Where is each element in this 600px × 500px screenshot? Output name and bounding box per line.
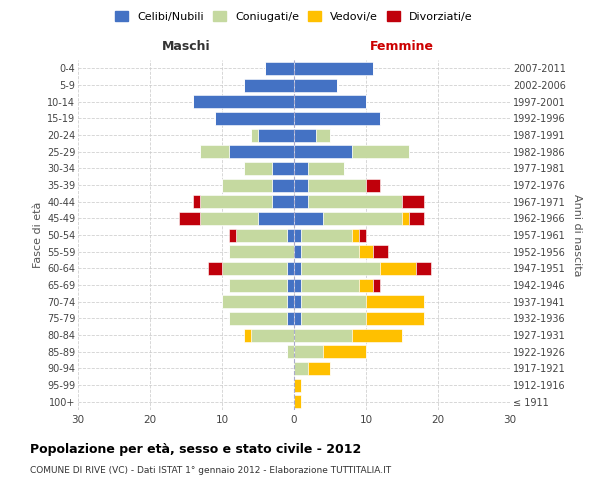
Bar (229, 145, 294, 158)
Bar (258, 128, 294, 141)
Bar (229, 278, 287, 291)
Text: Femmine: Femmine (370, 40, 434, 52)
Bar (258, 212, 294, 225)
Bar (366, 312, 424, 325)
Text: COMUNE DI RIVE (VC) - Dati ISTAT 1° gennaio 2012 - Elaborazione TUTTITALIA.IT: COMUNE DI RIVE (VC) - Dati ISTAT 1° genn… (30, 466, 391, 475)
Bar (308, 162, 344, 175)
Bar (323, 212, 402, 225)
Bar (416, 262, 431, 275)
Bar (287, 345, 294, 358)
Bar (294, 212, 323, 225)
Bar (294, 195, 308, 208)
Bar (294, 78, 337, 92)
Bar (359, 278, 373, 291)
Bar (272, 162, 294, 175)
Y-axis label: Fasce di età: Fasce di età (32, 202, 43, 268)
Bar (236, 228, 287, 241)
Bar (294, 245, 301, 258)
Bar (373, 278, 380, 291)
Bar (352, 328, 402, 342)
Bar (301, 262, 380, 275)
Bar (294, 62, 373, 75)
Bar (179, 212, 200, 225)
Bar (366, 295, 424, 308)
Bar (294, 128, 316, 141)
Bar (402, 195, 424, 208)
Bar (373, 245, 388, 258)
Bar (294, 95, 366, 108)
Bar (323, 345, 366, 358)
Bar (208, 262, 222, 275)
Bar (294, 312, 301, 325)
Bar (229, 312, 287, 325)
Bar (294, 295, 301, 308)
Bar (229, 245, 294, 258)
Bar (294, 395, 301, 408)
Bar (301, 295, 366, 308)
Bar (244, 328, 251, 342)
Bar (287, 228, 294, 241)
Bar (251, 328, 294, 342)
Bar (244, 162, 272, 175)
Bar (409, 212, 424, 225)
Bar (352, 145, 409, 158)
Bar (308, 362, 330, 375)
Bar (359, 245, 373, 258)
Bar (244, 78, 294, 92)
Bar (200, 195, 272, 208)
Bar (294, 362, 308, 375)
Bar (294, 278, 301, 291)
Bar (294, 262, 301, 275)
Bar (222, 262, 287, 275)
Bar (294, 178, 308, 192)
Legend: Celibi/Nubili, Coniugati/e, Vedovi/e, Divorziati/e: Celibi/Nubili, Coniugati/e, Vedovi/e, Di… (112, 8, 476, 25)
Bar (294, 145, 352, 158)
Bar (251, 128, 258, 141)
Text: Maschi: Maschi (161, 40, 211, 52)
Bar (301, 312, 366, 325)
Bar (222, 295, 287, 308)
Bar (301, 278, 359, 291)
Bar (380, 262, 416, 275)
Bar (301, 245, 359, 258)
Bar (301, 228, 352, 241)
Bar (200, 212, 258, 225)
Bar (272, 195, 294, 208)
Bar (193, 195, 200, 208)
Bar (294, 112, 380, 125)
Bar (402, 212, 409, 225)
Bar (215, 112, 294, 125)
Bar (265, 62, 294, 75)
Bar (272, 178, 294, 192)
Bar (287, 295, 294, 308)
Bar (294, 378, 301, 392)
Bar (294, 345, 323, 358)
Bar (366, 178, 380, 192)
Bar (308, 178, 366, 192)
Bar (359, 228, 366, 241)
Bar (294, 228, 301, 241)
Bar (352, 228, 359, 241)
Bar (200, 145, 229, 158)
Bar (316, 128, 330, 141)
Bar (287, 262, 294, 275)
Bar (193, 95, 294, 108)
Bar (294, 328, 352, 342)
Bar (287, 278, 294, 291)
Bar (229, 228, 236, 241)
Bar (287, 312, 294, 325)
Y-axis label: Anni di nascita: Anni di nascita (572, 194, 583, 276)
Bar (222, 178, 272, 192)
Text: Popolazione per età, sesso e stato civile - 2012: Popolazione per età, sesso e stato civil… (30, 442, 361, 456)
Bar (294, 162, 308, 175)
Bar (308, 195, 402, 208)
